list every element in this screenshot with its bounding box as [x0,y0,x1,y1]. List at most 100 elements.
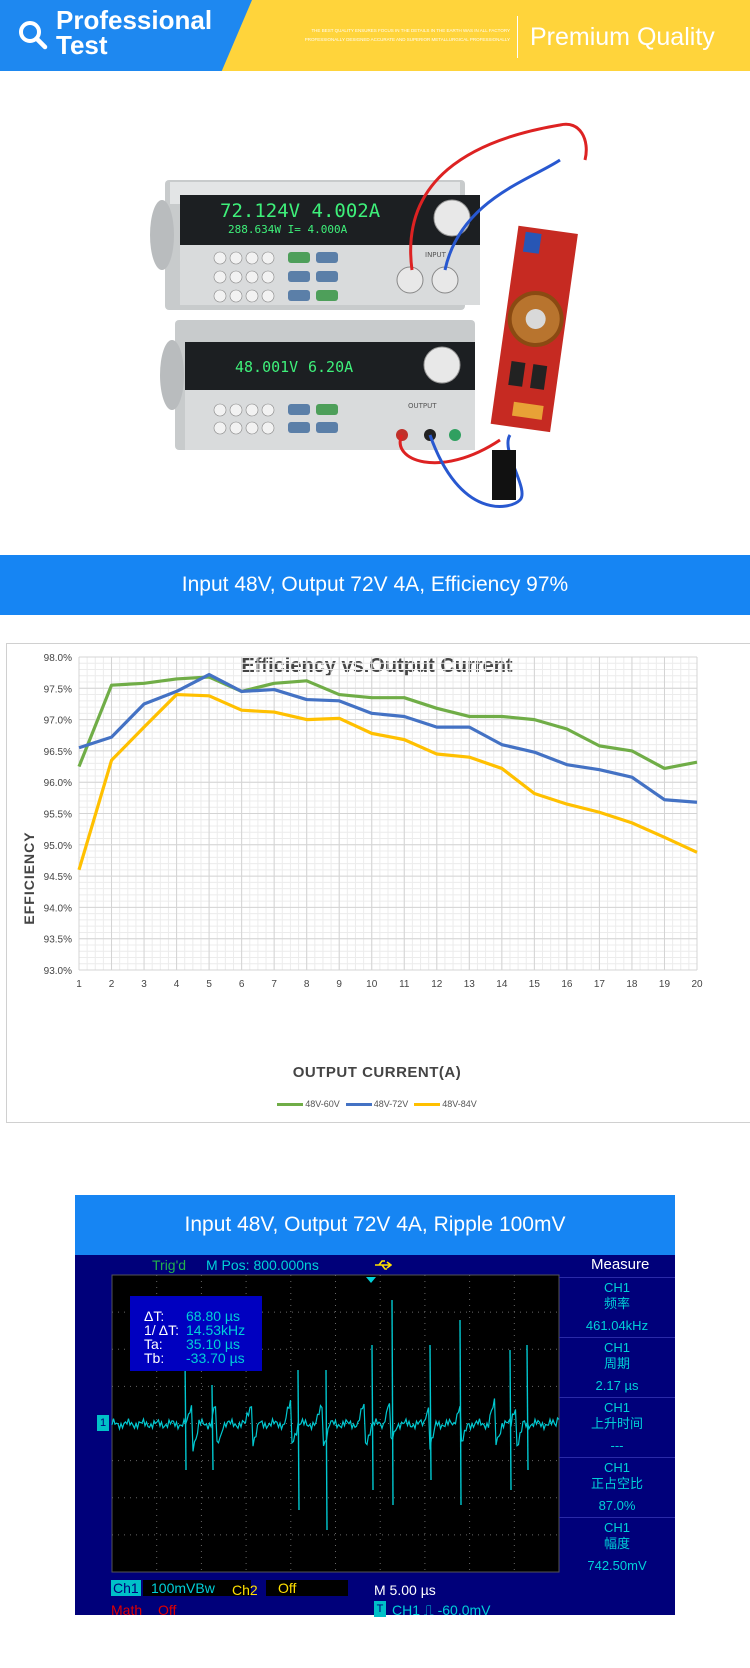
y-tick-label: 95.5% [44,810,72,821]
supply-voltage-readout: 48.001V [235,358,298,376]
x-tick-label: 4 [174,979,180,990]
delta-t-value: 68.80 µs [186,1308,240,1324]
trigger-badge: T [374,1601,386,1617]
measure-freq: CH1 频率 461.04kHz [559,1277,675,1338]
ch1-spike [429,1344,432,1481]
measure-panel: CH1 频率 461.04kHz CH1 周期 2.17 µs CH1 上升时间… [559,1255,675,1580]
measure-name: 周期 [603,1356,630,1371]
measure-name: 上升时间 [590,1416,643,1431]
trig-status: Trig'd [152,1257,187,1273]
x-tick-label: 11 [399,979,410,990]
x-tick-label: 1 [76,979,82,990]
header-title: Professional Test [56,5,213,60]
header-right-label: Premium Quality [530,23,715,51]
ch1-marker: 1 [97,1415,109,1431]
input-terminal-label: INPUT [425,251,447,259]
m-pos-readout: M Pos: 800.000ns [206,1257,319,1273]
ch1-spike [526,1344,529,1471]
measure-value: 742.50mV [587,1558,647,1573]
legend-swatch [414,1103,441,1107]
legend-item: 48V-60V [277,1099,340,1109]
usb-icon [375,1260,392,1270]
measure-value: 87.0% [598,1498,636,1513]
y-tick-label: 93.5% [44,935,72,946]
y-tick-label: 94.5% [44,872,72,883]
y-tick-label: 96.5% [44,747,72,758]
measure-channel: CH1 [603,1400,630,1415]
y-tick-label: 97.0% [44,716,72,727]
ta-value: 35.10 µs [186,1336,240,1352]
efficiency-chart: Efficiency vs.Output Current EFFICIENCY … [6,643,750,1123]
inverse-delta-t-value: 14.53kHz [186,1322,246,1338]
output-terminal-label: OUTPUT [408,402,437,410]
trigger-info: CH1 ⎍ -60.0mV [392,1602,491,1618]
trigger-position-marker [366,1277,376,1283]
x-tick-label: 19 [659,979,671,990]
ch1-spike [297,1369,300,1511]
efficiency-banner: Input 48V, Output 72V 4A, Efficiency 97% [0,555,750,615]
x-tick-label: 9 [336,979,342,990]
header-divider [517,16,518,58]
ch1-spike [211,1384,214,1471]
ch2-state: Off [266,1580,348,1596]
x-tick-label: 15 [529,979,541,990]
measure-channel: CH1 [603,1520,630,1535]
measure-amplitude: CH1 幅度 742.50mV [559,1517,675,1578]
chart-legend: 48V-60V 48V-72V 48V-84V [7,1099,747,1109]
legend-swatch [345,1103,372,1107]
cursor-readout-box: ΔT: 68.80 µs 1/ ΔT: 14.53kHz Ta: 35.10 µ… [130,1296,262,1371]
measure-name: 正占空比 [590,1476,643,1491]
measure-name: 幅度 [603,1536,630,1551]
product-test-photo: 72.124V 4.002A 288.634W I= 4.000A INPUT … [150,122,588,508]
ch1-label: Ch1 [111,1580,141,1596]
legend-label: 48V-72V [373,1099,409,1109]
legend-item: 48V-84V [414,1099,477,1109]
x-tick-label: 17 [594,979,606,990]
x-tick-label: 6 [239,979,245,990]
load-readout-1: 72.124V 4.002A [220,200,381,222]
header-fine-print: THE BEST QUALITY ENSURES FOCUS IN THE DE… [304,28,510,42]
x-tick-label: 18 [626,979,638,990]
legend-label: 48V-60V [305,1099,340,1109]
measure-name: 频率 [603,1296,630,1311]
ch1-spike [184,1354,187,1471]
search-icon [19,21,48,50]
x-tick-label: 3 [141,979,147,990]
ch1-spike [371,1344,374,1491]
delta-t-label: ΔT: [144,1308,165,1324]
tb-value: -33.70 µs [186,1350,245,1366]
ch1-scale: 100mVBw [143,1580,251,1596]
y-tick-label: 96.0% [44,778,72,789]
x-tick-label: 8 [304,979,310,990]
header-bar: Professional Test THE BEST QUALITY ENSUR… [0,0,750,71]
x-tick-label: 20 [691,979,703,990]
y-tick-label: 97.5% [44,684,72,695]
converter-board [490,225,578,433]
x-tick-label: 7 [271,979,277,990]
chart-x-axis-label: OUTPUT CURRENT(A) [292,1064,462,1081]
measure-channel: CH1 [603,1460,630,1475]
measure-value: 461.04kHz [585,1318,649,1333]
series-line-48V-84V [77,692,698,871]
x-tick-label: 12 [431,979,443,990]
series-line-48V-60V [77,675,698,771]
series-line-48V-72V [78,672,698,804]
x-tick-label: 13 [464,979,476,990]
measure-duty-cycle: CH1 正占空比 87.0% [559,1457,675,1518]
electronic-load-display [180,195,480,245]
ch1-spike [509,1349,512,1491]
y-tick-label: 93.0% [44,966,72,977]
y-tick-label: 98.0% [44,653,72,664]
math-state: Off [158,1602,177,1618]
x-tick-label: 2 [109,979,115,990]
header-blue-panel [0,0,252,71]
inverse-delta-t-label: 1/ ΔT: [144,1322,180,1338]
supply-current-readout: 6.20A [308,358,353,376]
ch1-spike [325,1369,328,1531]
legend-swatch [277,1103,304,1107]
measure-rise-time: CH1 上升时间 --- [559,1397,675,1458]
measure-title: Measure [591,1256,650,1273]
y-tick-label: 94.0% [44,903,72,914]
legend-label: 48V-84V [442,1099,477,1109]
x-tick-label: 16 [561,979,573,990]
